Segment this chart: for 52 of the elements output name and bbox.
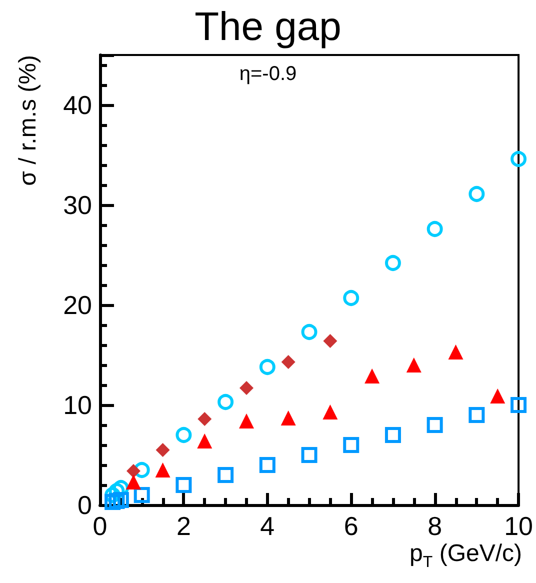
point (384, 427, 401, 443)
y-axis-title: σ / r.m.s (%) (14, 55, 42, 186)
point (156, 443, 170, 457)
point (406, 358, 422, 372)
point (112, 492, 129, 508)
point (259, 457, 276, 473)
y-tick-label: 10 (63, 390, 92, 420)
x-tick-label: 8 (428, 511, 442, 541)
point (104, 494, 121, 510)
point (280, 410, 296, 426)
point (301, 324, 318, 340)
point (364, 368, 380, 384)
y-tick-label: 0 (78, 490, 92, 520)
x-axis-title: p$_{T}$ (GeV/c) (410, 540, 522, 572)
point (510, 397, 527, 413)
point (126, 474, 141, 490)
point (218, 394, 234, 410)
point (198, 412, 212, 426)
point (343, 290, 360, 306)
point (126, 464, 140, 478)
point (176, 477, 192, 493)
point (323, 334, 338, 348)
point (155, 462, 170, 478)
point (218, 467, 234, 483)
x-tick-label: 4 (260, 511, 275, 541)
point (510, 151, 527, 167)
point (426, 417, 443, 433)
point (134, 462, 150, 478)
point (343, 437, 360, 453)
point (468, 407, 485, 423)
point (384, 255, 401, 271)
x-tick-label: 2 (176, 511, 191, 541)
chart-title: The gap (194, 5, 342, 49)
point (239, 381, 254, 395)
point (281, 355, 296, 369)
point (322, 404, 338, 420)
x-tick-label: 10 (504, 511, 533, 541)
y-tick-label: 30 (63, 190, 92, 220)
point (490, 388, 506, 404)
point (176, 427, 192, 443)
point (197, 434, 212, 448)
y-tick-label: 40 (63, 90, 92, 120)
point (468, 186, 485, 202)
point (259, 359, 276, 375)
point (134, 487, 150, 503)
point (301, 447, 318, 463)
annotation: η=-0.9 (239, 63, 297, 85)
point (238, 414, 254, 428)
y-tick-label: 20 (63, 290, 92, 320)
point (426, 221, 443, 237)
x-tick-label: 6 (344, 511, 358, 541)
point (448, 344, 464, 360)
